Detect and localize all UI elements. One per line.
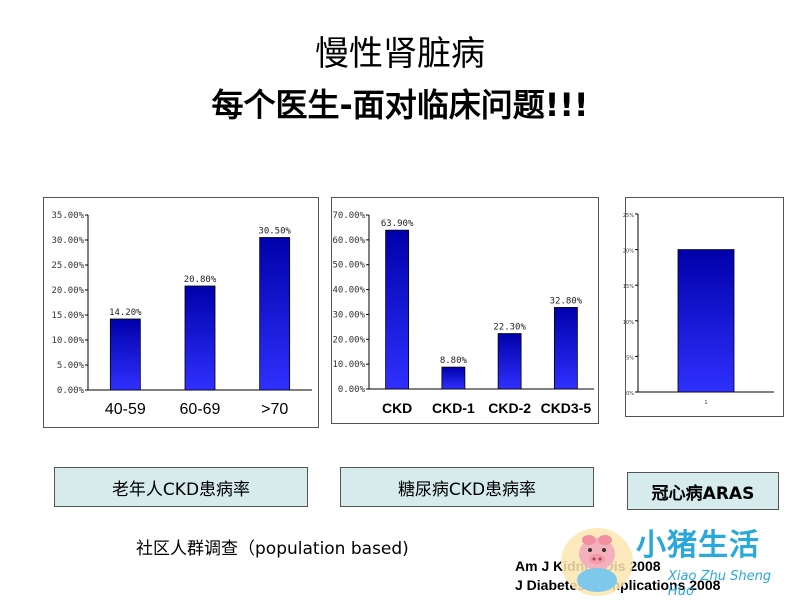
bar (497, 333, 522, 390)
logo-subtext: Xiao Zhu Sheng Huo (668, 569, 772, 599)
bar (553, 307, 578, 390)
survey-note: 社区人群调查（population based) (136, 539, 409, 559)
data-label: 8.80% (440, 356, 468, 366)
y-tick-label: 0.00% (57, 386, 85, 396)
chart-panel-elderly: 0.00% 5.00% 10.00% 15.00% 20.00% 25.00% 30.00%… (43, 197, 319, 428)
y-tick-label: 30.00% (51, 236, 84, 246)
label-diabetes-ckd: 糖尿病CKD患病率 (340, 467, 594, 507)
chart-cad-aras: 0% 5% 10% 15% 20% 25% 1 (623, 213, 774, 406)
y-tick-label: 30.00% (332, 310, 365, 320)
data-label: 63.90% (381, 219, 414, 229)
chart-diabetes-ckd: 0.00% 10.00% 20.00% 30.00% 40.00% 50.00% 60.00… (332, 211, 594, 416)
bar (109, 318, 141, 391)
y-tick-label: 20% (623, 249, 634, 255)
bar (259, 237, 291, 391)
y-tick-label: 25.00% (51, 261, 84, 271)
data-label: 22.30% (493, 323, 526, 333)
y-tick-label: 10.00% (332, 360, 365, 370)
category-label: 1 (704, 400, 707, 406)
y-tick-label: 15% (623, 284, 634, 290)
y-tick-label: 0.00% (338, 385, 366, 395)
category-label: CKD-1 (432, 400, 475, 416)
category-label: 60-69 (180, 401, 221, 418)
y-tick-label: 50.00% (332, 261, 365, 271)
slide-title: 慢性肾脏病 (315, 34, 485, 74)
y-tick-label: 5% (626, 355, 634, 361)
chart-panel-diabetes: 0.00% 10.00% 20.00% 30.00% 40.00% 50.00% 60.00… (331, 197, 599, 424)
label-cad-aras: 冠心病ARAS (627, 472, 779, 510)
y-tick-label: 10.00% (51, 336, 84, 346)
chart-elderly-ckd: 0.00% 5.00% 10.00% 15.00% 20.00% 25.00% 30.00%… (51, 211, 312, 418)
y-tick-label: 35.00% (51, 211, 84, 221)
bar (677, 249, 735, 393)
chart-panel-cad: 0% 5% 10% 15% 20% 25% 1 (623, 197, 784, 417)
data-label: 14.20% (109, 308, 142, 318)
category-label: CKD (382, 400, 412, 416)
y-tick-label: 0% (626, 391, 634, 397)
data-label: 30.50% (258, 227, 291, 237)
y-tick-label: 15.00% (51, 311, 84, 321)
y-tick-label: 70.00% (332, 211, 365, 221)
bar (385, 229, 410, 390)
data-label: 32.80% (550, 296, 583, 306)
category-label: CKD-2 (488, 400, 531, 416)
bar (441, 366, 466, 390)
y-tick-label: 10% (623, 320, 634, 326)
label-elderly-ckd: 老年人CKD患病率 (54, 467, 308, 507)
y-tick-label: 60.00% (332, 236, 365, 246)
y-tick-label: 20.00% (332, 335, 365, 345)
logo-pig-icon (561, 528, 633, 596)
slide-subtitle: 每个医生-面对临床问题!!! (211, 86, 589, 124)
category-label: 40-59 (105, 401, 146, 418)
bar (184, 285, 216, 391)
data-label: 20.80% (184, 275, 217, 285)
y-tick-label: 20.00% (51, 286, 84, 296)
y-tick-label: 40.00% (332, 286, 365, 296)
category-label: >70 (261, 401, 288, 418)
category-label: CKD3-5 (541, 400, 592, 416)
y-tick-label: 5.00% (57, 361, 85, 371)
y-tick-label: 25% (623, 213, 634, 219)
logo-text: 小猪生活 (636, 528, 760, 563)
